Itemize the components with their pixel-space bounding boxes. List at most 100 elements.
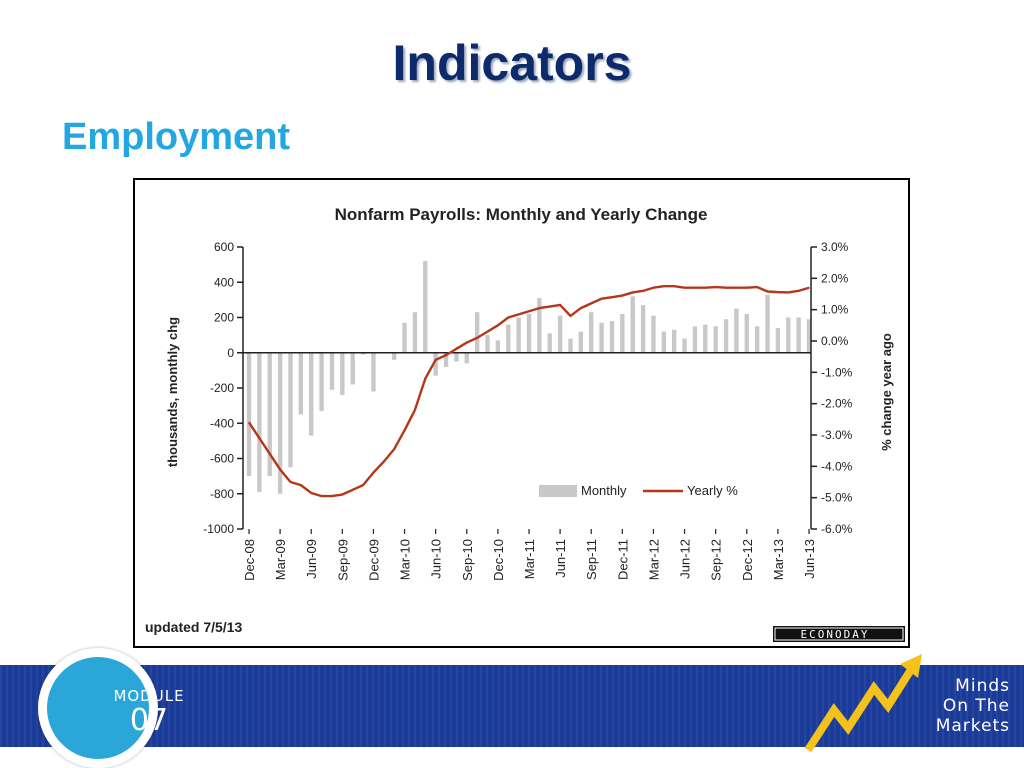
bar-monthly-Mar-11 [526,313,532,353]
point-yearly-Sep-10 [466,341,468,344]
bar-monthly-Aug-12 [703,324,708,353]
y-axis-right-label: % change year ago [879,333,894,451]
bar-monthly-Aug-11 [578,331,584,353]
bar-monthly-Mar-12 [651,315,656,353]
rising-arrow-icon [804,654,922,753]
point-yearly-Jun-12 [683,287,686,289]
point-yearly-Oct-11 [600,298,603,300]
point-yearly-Jan-13 [756,286,758,288]
point-yearly-Feb-09 [269,453,271,455]
payrolls-chart: Nonfarm Payrolls: Monthly and Yearly Cha… [145,205,905,642]
footer-band [0,665,1024,747]
point-yearly-Sep-11 [590,302,592,304]
bar-monthly-Aug-10 [454,352,459,362]
bar-monthly-Jun-12 [682,338,687,353]
bar-monthly-Dec-11 [620,313,625,353]
bar-monthly-Apr-12 [661,331,666,353]
y-right-tick-label: -6.0% [821,522,853,536]
point-yearly-Aug-09 [331,495,333,497]
point-yearly-Mar-11 [528,310,530,312]
point-yearly-Dec-10 [497,324,499,326]
bar-monthly-May-11 [547,333,552,353]
x-tick-label: Dec-12 [740,539,755,581]
point-yearly-Jul-10 [445,354,447,356]
point-yearly-Nov-12 [735,287,738,289]
bar-monthly-Aug-09 [329,352,335,390]
y-axis-left-label: thousands, monthly chg [165,317,180,467]
bar-monthly-May-09 [298,352,304,415]
x-tick-label: Dec-10 [491,539,506,581]
module-number: 07 [129,703,169,738]
x-tick-label: Dec-08 [242,539,257,581]
y-right-tick-label: 0.0% [821,334,849,348]
bar-monthly-Feb-09 [267,352,272,477]
x-tick-label: Mar-12 [646,539,661,580]
y-left-tick-label: 600 [214,240,234,254]
point-yearly-May-13 [798,290,800,292]
brand-line-2: On The [942,696,1010,716]
point-yearly-Apr-10 [414,409,416,411]
bar-monthly-May-13 [796,317,801,353]
bar-monthly-Apr-10 [412,312,418,353]
legend-monthly-label: Monthly [581,483,627,498]
point-yearly-May-10 [424,378,426,380]
legend-yearly-label: Yearly % [687,483,738,498]
x-tick-label: Jun-12 [678,539,693,579]
bar-monthly-Jul-09 [319,352,324,411]
y-left-tick-label: -200 [210,381,234,395]
y-left-tick-label: -800 [210,487,234,501]
point-yearly-Mar-13 [777,291,779,293]
point-yearly-Dec-11 [621,294,623,297]
brand-line-1: Minds [955,676,1010,696]
bar-monthly-Jan-09 [257,352,262,492]
point-yearly-Feb-13 [766,290,769,293]
slide-title: Indicators [392,35,632,91]
point-yearly-Feb-11 [518,313,520,315]
point-yearly-May-12 [673,285,675,287]
module-badge: MODULE 07 [38,648,184,768]
y-left-tick-label: -600 [210,452,234,466]
bar-monthly-Nov-12 [734,308,739,353]
bar-monthly-Feb-12 [640,305,646,353]
bar-monthly-Dec-12 [744,313,749,353]
point-yearly-Jun-09 [310,492,312,494]
bar-monthly-Oct-11 [599,322,604,353]
point-yearly-Mar-12 [652,287,655,289]
point-yearly-Jun-13 [808,287,810,289]
bar-monthly-Nov-11 [609,321,615,353]
bar-monthly-Jun-10 [433,352,438,376]
legend-monthly-swatch [539,485,577,497]
point-yearly-Jan-10 [383,461,385,463]
bar-monthly-Feb-10 [392,352,397,360]
bar-monthly-Sep-09 [340,352,345,396]
bar-monthly-Apr-11 [537,298,542,353]
point-yearly-Jan-11 [507,316,509,319]
bar-monthly-Jul-12 [692,326,698,353]
x-tick-label: Jun-09 [304,539,319,579]
y-right-tick-label: -5.0% [821,491,853,505]
chart-footnote: updated 7/5/13 [145,619,242,635]
point-yearly-Apr-12 [663,285,665,287]
bar-monthly-Oct-10 [474,312,480,353]
point-yearly-Jan-12 [632,291,634,294]
module-label: MODULE [113,687,185,705]
point-yearly-Jan-09 [258,437,260,439]
point-yearly-Nov-10 [486,331,489,333]
bar-monthly-Sep-10 [464,352,469,364]
bar-monthly-Sep-12 [713,326,718,353]
point-yearly-Oct-12 [725,287,727,289]
point-yearly-Jul-12 [694,287,696,289]
point-yearly-Oct-09 [352,489,354,491]
bar-monthly-Apr-09 [288,352,293,468]
bar-monthly-Feb-13 [765,294,770,353]
bar-monthly-Jan-11 [506,324,511,353]
y-right-tick-label: 1.0% [821,303,849,317]
y-left-tick-label: 0 [227,346,234,360]
bar-monthly-Jan-12 [630,296,635,353]
bar-monthly-Apr-13 [786,317,791,353]
y-right-tick-label: 2.0% [821,271,849,285]
point-yearly-Sep-12 [715,286,717,288]
bar-monthly-Feb-11 [516,317,521,353]
brand-logo-text: Minds On The Markets [886,676,1010,736]
x-tick-label: Mar-13 [771,539,786,580]
